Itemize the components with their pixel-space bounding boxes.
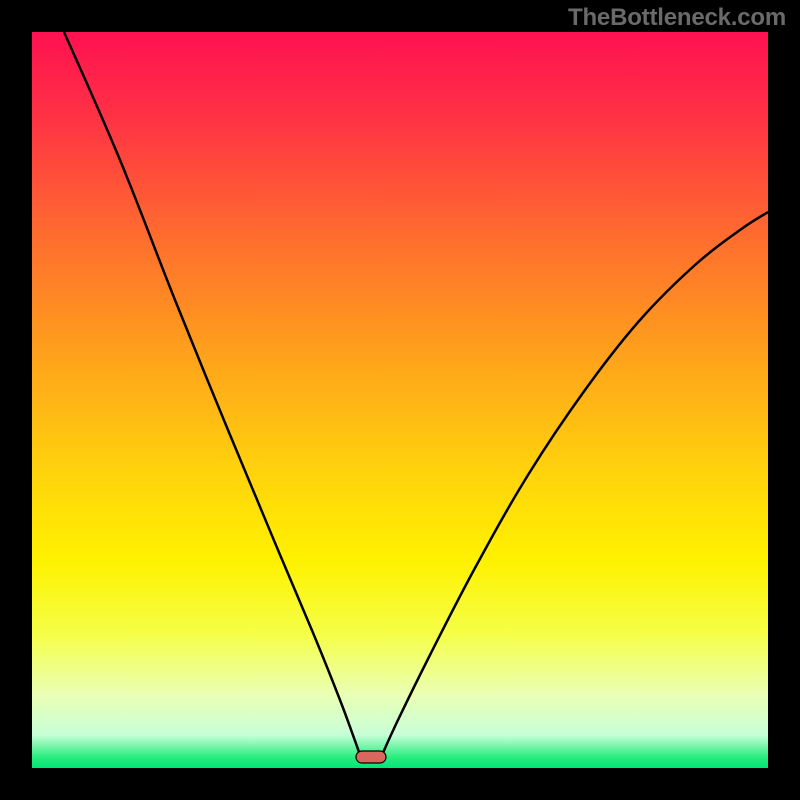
bottleneck-chart xyxy=(0,0,800,800)
watermark-text: TheBottleneck.com xyxy=(568,4,786,32)
optimal-marker xyxy=(356,751,386,763)
gradient-plot-area xyxy=(32,32,768,768)
